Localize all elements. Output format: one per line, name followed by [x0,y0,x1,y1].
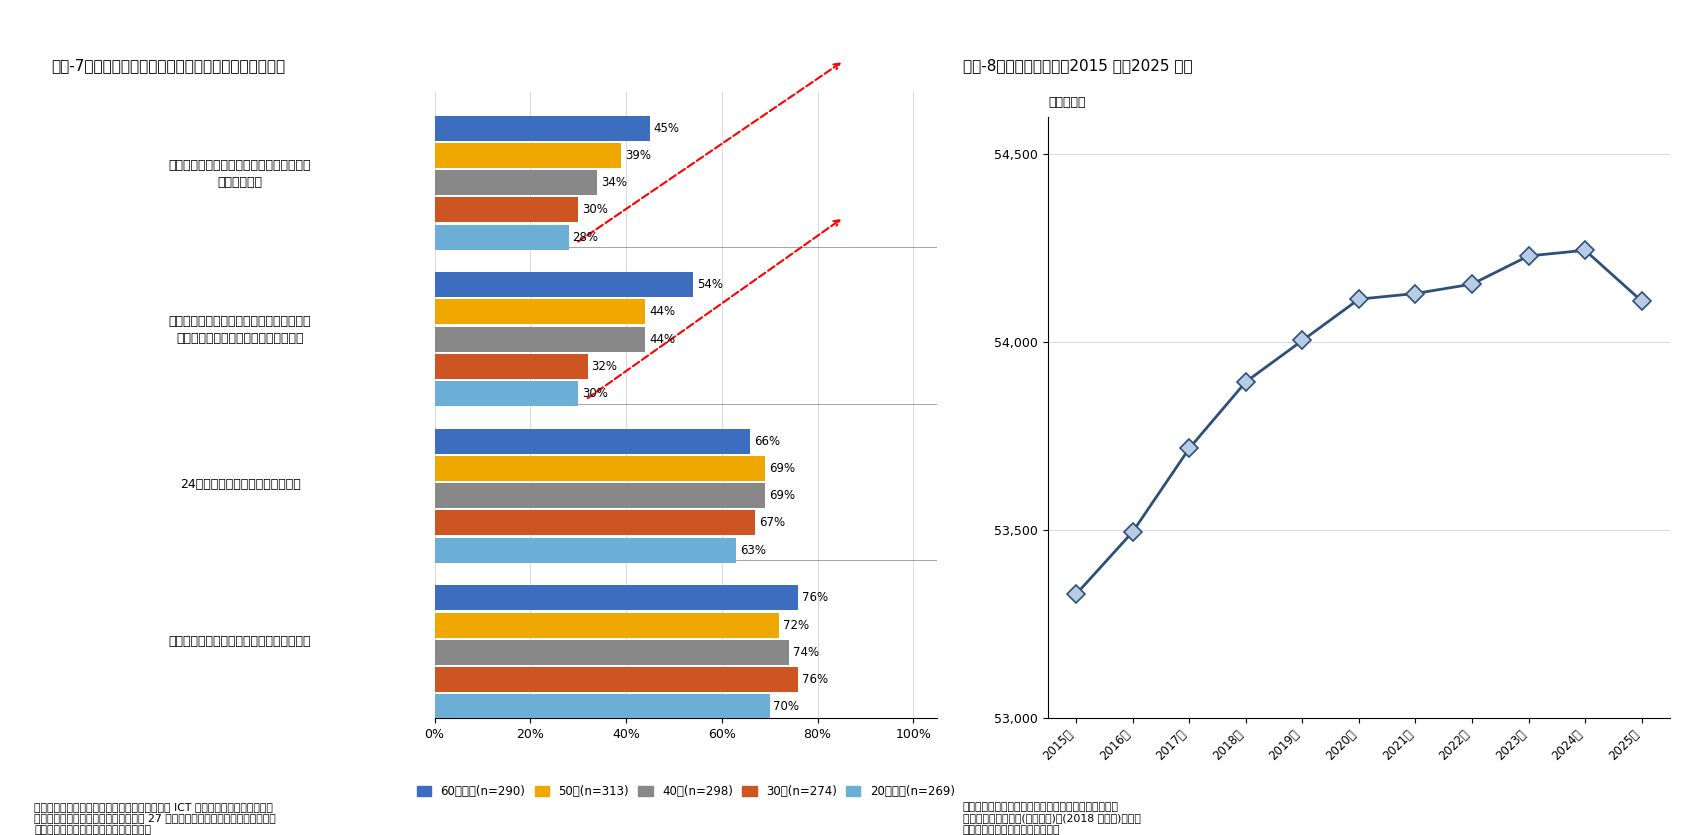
Text: 69%: 69% [769,462,794,475]
Text: 39%: 39% [625,149,651,162]
Bar [435,538,736,563]
Bar [435,510,755,535]
Bar [435,170,598,195]
Bar [435,483,765,509]
Text: 44%: 44% [649,306,675,318]
Text: 76%: 76% [803,673,828,686]
Legend: 60代以上(n=290), 50代(n=313), 40代(n=298), 30代(n=274), 20代以下(n=269): 60代以上(n=290), 50代(n=313), 40代(n=298), 30… [412,781,959,802]
Text: （千世帯）: （千世帯） [1048,96,1085,109]
Text: 32%: 32% [591,360,617,373]
Text: 66%: 66% [755,435,780,448]
Bar [435,456,765,481]
Text: 70%: 70% [774,701,799,713]
Text: 45%: 45% [654,122,680,134]
Text: 72%: 72% [784,619,809,631]
Text: （出所）総務省「社会課題解決のための新たな ICT サービス・技術への人々の
　　　意識に関する調査研究」（平成 27 年）をもとにニッセイ基礎研究所作成
注）: （出所）総務省「社会課題解決のための新たな ICT サービス・技術への人々の 意… [34,802,276,835]
Bar [435,116,649,140]
Text: 54%: 54% [697,278,722,291]
Bar [435,640,789,665]
Text: 30%: 30% [583,204,608,216]
Bar [435,197,578,222]
Bar [435,225,569,250]
Bar [435,272,694,297]
Bar [435,300,646,325]
Bar [435,694,770,719]
Bar [435,667,799,692]
Bar [435,354,588,379]
Bar [435,613,779,638]
Text: 図表-7　ネットショッピングを利用する理由（年代別）: 図表-7 ネットショッピングを利用する理由（年代別） [51,58,285,73]
Text: 34%: 34% [602,176,627,189]
Text: 図表-8　世帯数の推移（2015 年～2025 年）: 図表-8 世帯数の推移（2015 年～2025 年） [963,58,1193,73]
Text: 67%: 67% [758,517,786,529]
Bar [435,585,799,610]
Text: （出所）国立社会保障・人口問題研究所「日本の世帯
　　　数の将来推計(全国推計)」(2018 年推計)をもと
　　　にニッセイ基礎研究所作成: （出所）国立社会保障・人口問題研究所「日本の世帯 数の将来推計(全国推計)」(2… [963,802,1140,835]
Text: 28%: 28% [573,230,598,244]
Text: 74%: 74% [792,645,818,659]
Bar [435,143,622,168]
Text: 44%: 44% [649,332,675,346]
Text: 76%: 76% [803,591,828,605]
Bar [435,326,646,352]
Text: 63%: 63% [740,544,767,557]
Bar [435,381,578,406]
Text: 30%: 30% [583,387,608,400]
Text: 69%: 69% [769,489,794,502]
Bar [435,429,750,453]
